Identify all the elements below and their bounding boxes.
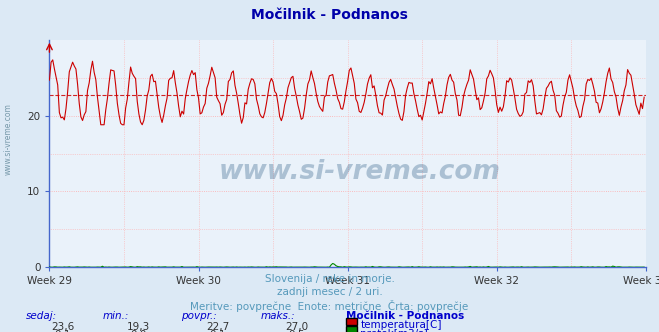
- Text: 0,5: 0,5: [288, 330, 305, 332]
- Text: 0,0: 0,0: [130, 330, 146, 332]
- Text: Meritve: povprečne  Enote: metrične  Črta: povprečje: Meritve: povprečne Enote: metrične Črta:…: [190, 300, 469, 312]
- Text: zadnji mesec / 2 uri.: zadnji mesec / 2 uri.: [277, 287, 382, 297]
- Text: sedaj:: sedaj:: [26, 311, 57, 321]
- Text: pretok[m3/s]: pretok[m3/s]: [360, 329, 428, 332]
- Text: www.si-vreme.com: www.si-vreme.com: [4, 104, 13, 175]
- Text: povpr.:: povpr.:: [181, 311, 217, 321]
- Text: Močilnik - Podnanos: Močilnik - Podnanos: [346, 311, 464, 321]
- Text: maks.:: maks.:: [260, 311, 295, 321]
- Text: 23,6: 23,6: [51, 322, 74, 332]
- Text: 0,1: 0,1: [54, 330, 71, 332]
- Text: temperatura[C]: temperatura[C]: [360, 320, 442, 330]
- Text: 0,1: 0,1: [209, 330, 226, 332]
- Text: Močilnik - Podnanos: Močilnik - Podnanos: [251, 8, 408, 22]
- Text: 22,7: 22,7: [206, 322, 229, 332]
- Text: 19,3: 19,3: [127, 322, 150, 332]
- Text: www.si-vreme.com: www.si-vreme.com: [219, 159, 501, 185]
- Text: Slovenija / reke in morje.: Slovenija / reke in morje.: [264, 274, 395, 284]
- Text: 27,0: 27,0: [285, 322, 308, 332]
- Text: min.:: min.:: [102, 311, 129, 321]
